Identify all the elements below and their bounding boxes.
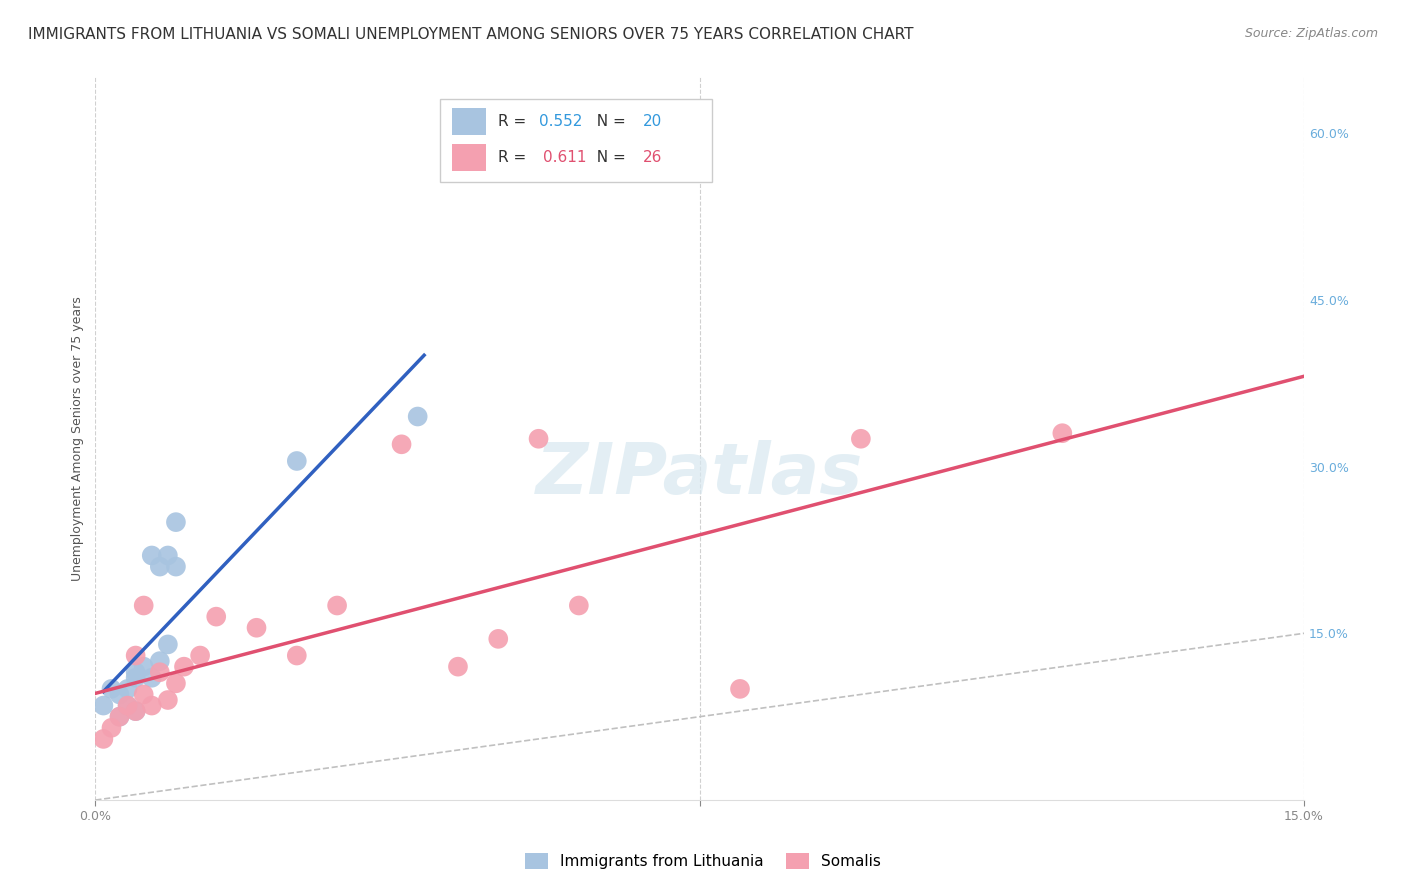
Bar (451, 144, 485, 171)
Point (124, 704, 146, 718)
Point (165, 515, 187, 529)
Point (124, 671, 146, 685)
FancyBboxPatch shape (440, 99, 711, 182)
Point (117, 698, 139, 713)
Point (188, 648, 211, 663)
Point (124, 665, 146, 680)
Point (486, 632, 509, 646)
Point (156, 637, 179, 651)
Point (165, 676, 187, 690)
Point (173, 659, 195, 673)
Point (100, 681, 122, 696)
Point (285, 648, 308, 663)
Text: IMMIGRANTS FROM LITHUANIA VS SOMALI UNEMPLOYMENT AMONG SENIORS OVER 75 YEARS COR: IMMIGRANTS FROM LITHUANIA VS SOMALI UNEM… (28, 27, 914, 42)
Point (406, 409, 429, 424)
Point (117, 698, 139, 713)
Point (124, 704, 146, 718)
Text: 26: 26 (643, 150, 662, 165)
Point (728, 681, 751, 696)
Point (93, 731, 115, 746)
Point (149, 654, 172, 668)
Point (205, 609, 228, 624)
Point (245, 621, 267, 635)
Point (1052, 426, 1074, 441)
Legend: Immigrants from Lithuania, Somalis: Immigrants from Lithuania, Somalis (519, 847, 887, 875)
Point (156, 693, 179, 707)
Point (527, 432, 550, 446)
Point (141, 698, 163, 713)
Point (132, 599, 155, 613)
Text: 0.611: 0.611 (543, 150, 586, 165)
Y-axis label: Unemployment Among Seniors over 75 years: Unemployment Among Seniors over 75 years (72, 296, 84, 581)
Point (141, 671, 163, 685)
Text: Source: ZipAtlas.com: Source: ZipAtlas.com (1244, 27, 1378, 40)
Point (165, 559, 187, 574)
Text: ZIPatlas: ZIPatlas (536, 441, 863, 509)
Point (93, 698, 115, 713)
Point (285, 454, 308, 468)
Text: N =: N = (588, 114, 631, 129)
Point (568, 599, 591, 613)
Text: 20: 20 (643, 114, 662, 129)
Point (108, 688, 131, 702)
Point (100, 721, 122, 735)
Point (326, 599, 349, 613)
Point (447, 659, 470, 673)
Point (156, 549, 179, 563)
Text: R =: R = (498, 150, 536, 165)
Bar (451, 108, 485, 136)
Point (108, 709, 131, 723)
Point (141, 549, 163, 563)
Point (117, 681, 139, 696)
Point (149, 559, 172, 574)
Point (132, 659, 155, 673)
Text: N =: N = (588, 150, 631, 165)
Point (132, 688, 155, 702)
Text: R =: R = (498, 114, 531, 129)
Point (108, 709, 131, 723)
Text: 0.552: 0.552 (538, 114, 582, 129)
Point (149, 665, 172, 680)
Point (124, 648, 146, 663)
Point (391, 437, 413, 451)
Point (849, 432, 872, 446)
